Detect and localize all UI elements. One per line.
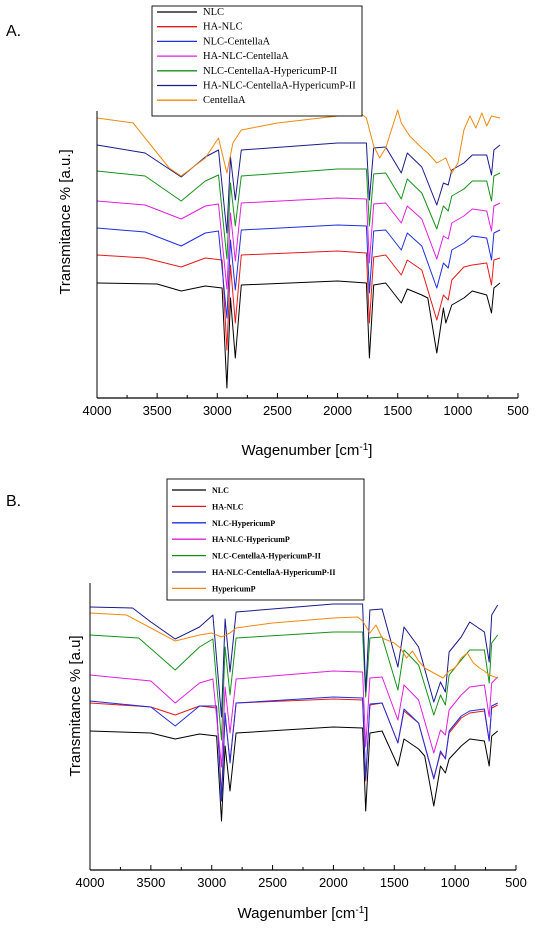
panel-a-x-tick-label: 4000: [83, 403, 112, 418]
panel-b-legend-label: NLC: [212, 486, 229, 495]
panel-b-y-title: Transmitance % [a.u]: [67, 635, 84, 776]
panel-a-legend-label: NLC: [203, 7, 224, 18]
panel-b-x-tick-label: 1000: [441, 875, 470, 890]
panel-a-legend-label: NLC-CentellaA-HypericumP-II: [203, 66, 338, 77]
panel-b-series-ha-nlc-centellaa-hypericump-ii: [89, 603, 499, 718]
panel-a-plot: [96, 109, 501, 389]
panel-b-ticks: 4000 3500 3000 2500 2000 1500 1000 500: [76, 865, 527, 890]
panel-a-series-nlc-centellaa-hypericump-ii: [96, 168, 501, 260]
panel-a-x-tick-label: 2000: [323, 403, 352, 418]
panel-b-x-tick-label: 4000: [76, 875, 105, 890]
panel-b-letter: B.: [6, 493, 21, 510]
panel-a-legend-label: HA-NLC-CentellaA-HypericumP-II: [203, 81, 356, 92]
panel-b-legend: NLC HA-NLC NLC-HypericumP HA-NLC-HypericumP…: [166, 478, 365, 601]
panel-b-x-tick-label: 1500: [380, 875, 409, 890]
panel-a-letter: A.: [6, 23, 21, 40]
panel-b-series-ha-nlc: [89, 698, 498, 796]
panel-a-series-nlc: [96, 280, 501, 389]
panel-a-x-tick-label: 1000: [443, 403, 472, 418]
panel-b-series-ha-nlc-hypericump: [89, 670, 499, 768]
panel-b: B. 4000 3500 3000 2500 2000 1500 1000 500 Wagen…: [6, 478, 527, 923]
panel-a-ticks: 4000 3500 3000 2500 2000 1500 1000 500: [83, 393, 529, 418]
panel-b-plot: [89, 603, 499, 822]
panel-a-series-nlc-centellaa: [96, 224, 501, 319]
panel-b-series-hypericump: [89, 612, 498, 679]
panel-a-legend-label: NLC-CentellaA: [203, 36, 270, 47]
panel-a-legend-box: [151, 5, 363, 117]
panel-a-x-title: Wagenumber [cm-1]: [242, 442, 373, 460]
panel-b-x-tick-label: 2500: [258, 875, 287, 890]
panel-a-x-tick-label: 1500: [383, 403, 412, 418]
panel-b-x-title: Wagenumber [cm-1]: [238, 905, 369, 923]
panel-a-legend: NLC HA-NLC NLC-CentellaA HA-NLC-CentellaA NL…: [151, 5, 363, 117]
panel-a: A. 4000 3500 3000 2500 2000 1500 1000 500 Wagen…: [6, 5, 529, 460]
panel-a-x-tick-label: 500: [507, 403, 529, 418]
panel-b-x-tick-label: 2000: [319, 875, 348, 890]
panel-b-x-tick-label: 3000: [197, 875, 226, 890]
panel-a-series-centellaa: [96, 109, 501, 177]
panel-a-legend-label: HA-NLC: [203, 22, 243, 33]
panel-a-legend-label: HA-NLC-CentellaA: [203, 51, 289, 62]
panel-b-x-tick-label: 3500: [136, 875, 165, 890]
panel-a-series-ha-nlc-centellaa: [96, 197, 501, 290]
panel-a-y-title: Transmitance % [a.u.]: [57, 149, 74, 294]
panel-b-legend-label: HypericumP: [212, 584, 256, 593]
panel-b-legend-label: NLC-HypericumP: [212, 519, 275, 528]
panel-b-legend-label: HA-NLC: [212, 502, 244, 511]
panel-b-legend-label: HA-NLC-CentellaA-HypericumP-II: [212, 568, 336, 577]
panel-a-x-tick-label: 3000: [203, 403, 232, 418]
panel-a-legend-label: CentellaA: [203, 95, 246, 106]
panel-b-legend-label: NLC-CentellaA-HypericumP-II: [212, 552, 321, 561]
panel-b-legend-label: HA-NLC-HypericumP: [212, 535, 290, 544]
panel-b-series-nlc: [89, 726, 499, 822]
panel-a-x-tick-label: 2500: [263, 403, 292, 418]
panel-a-x-tick-label: 3500: [143, 403, 172, 418]
panel-b-series-nlc-hypericump: [89, 696, 498, 802]
panel-b-series-nlc-centellaa-hypericump-ii: [89, 631, 499, 741]
panel-b-x-tick-label: 500: [505, 875, 527, 890]
